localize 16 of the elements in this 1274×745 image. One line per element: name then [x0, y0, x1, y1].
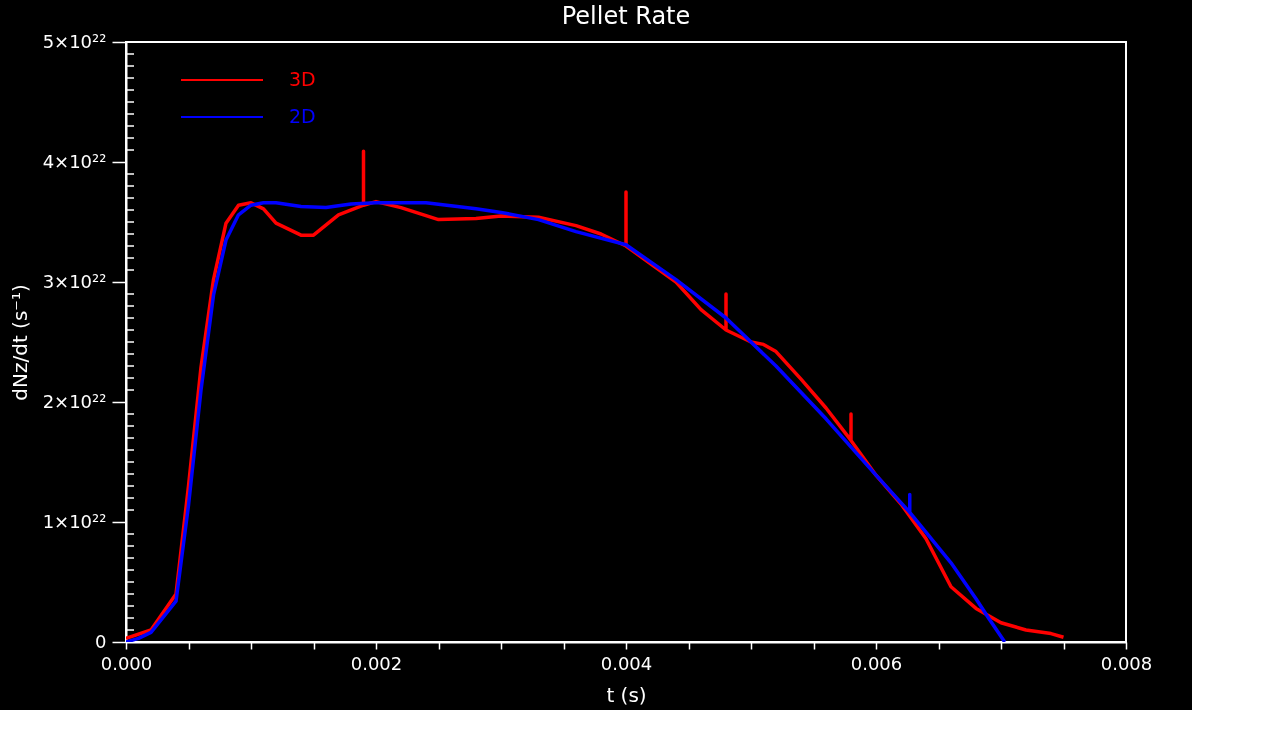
x-tick-label: 0.004 [600, 652, 653, 674]
x-tick-label: 0.002 [350, 652, 403, 674]
y-tick-label: 0 [95, 630, 107, 652]
legend-label: 3D [289, 68, 316, 90]
chart-title: Pellet Rate [561, 2, 691, 30]
y-tick-label: 2×10²² [42, 390, 107, 412]
y-tick-label: 1×10²² [42, 510, 107, 532]
x-tick-label: 0.008 [1100, 652, 1153, 674]
x-axis-title: t (s) [606, 682, 647, 707]
y-axis-title: dNz/dt (s⁻¹) [7, 284, 32, 401]
x-tick-label: 0.000 [100, 652, 153, 674]
x-tick-label: 0.006 [850, 652, 903, 674]
legend-label: 2D [289, 105, 316, 127]
y-tick-label: 3×10²² [42, 270, 107, 292]
y-tick-label: 5×10²² [42, 30, 107, 52]
y-tick-label: 4×10²² [42, 150, 107, 172]
